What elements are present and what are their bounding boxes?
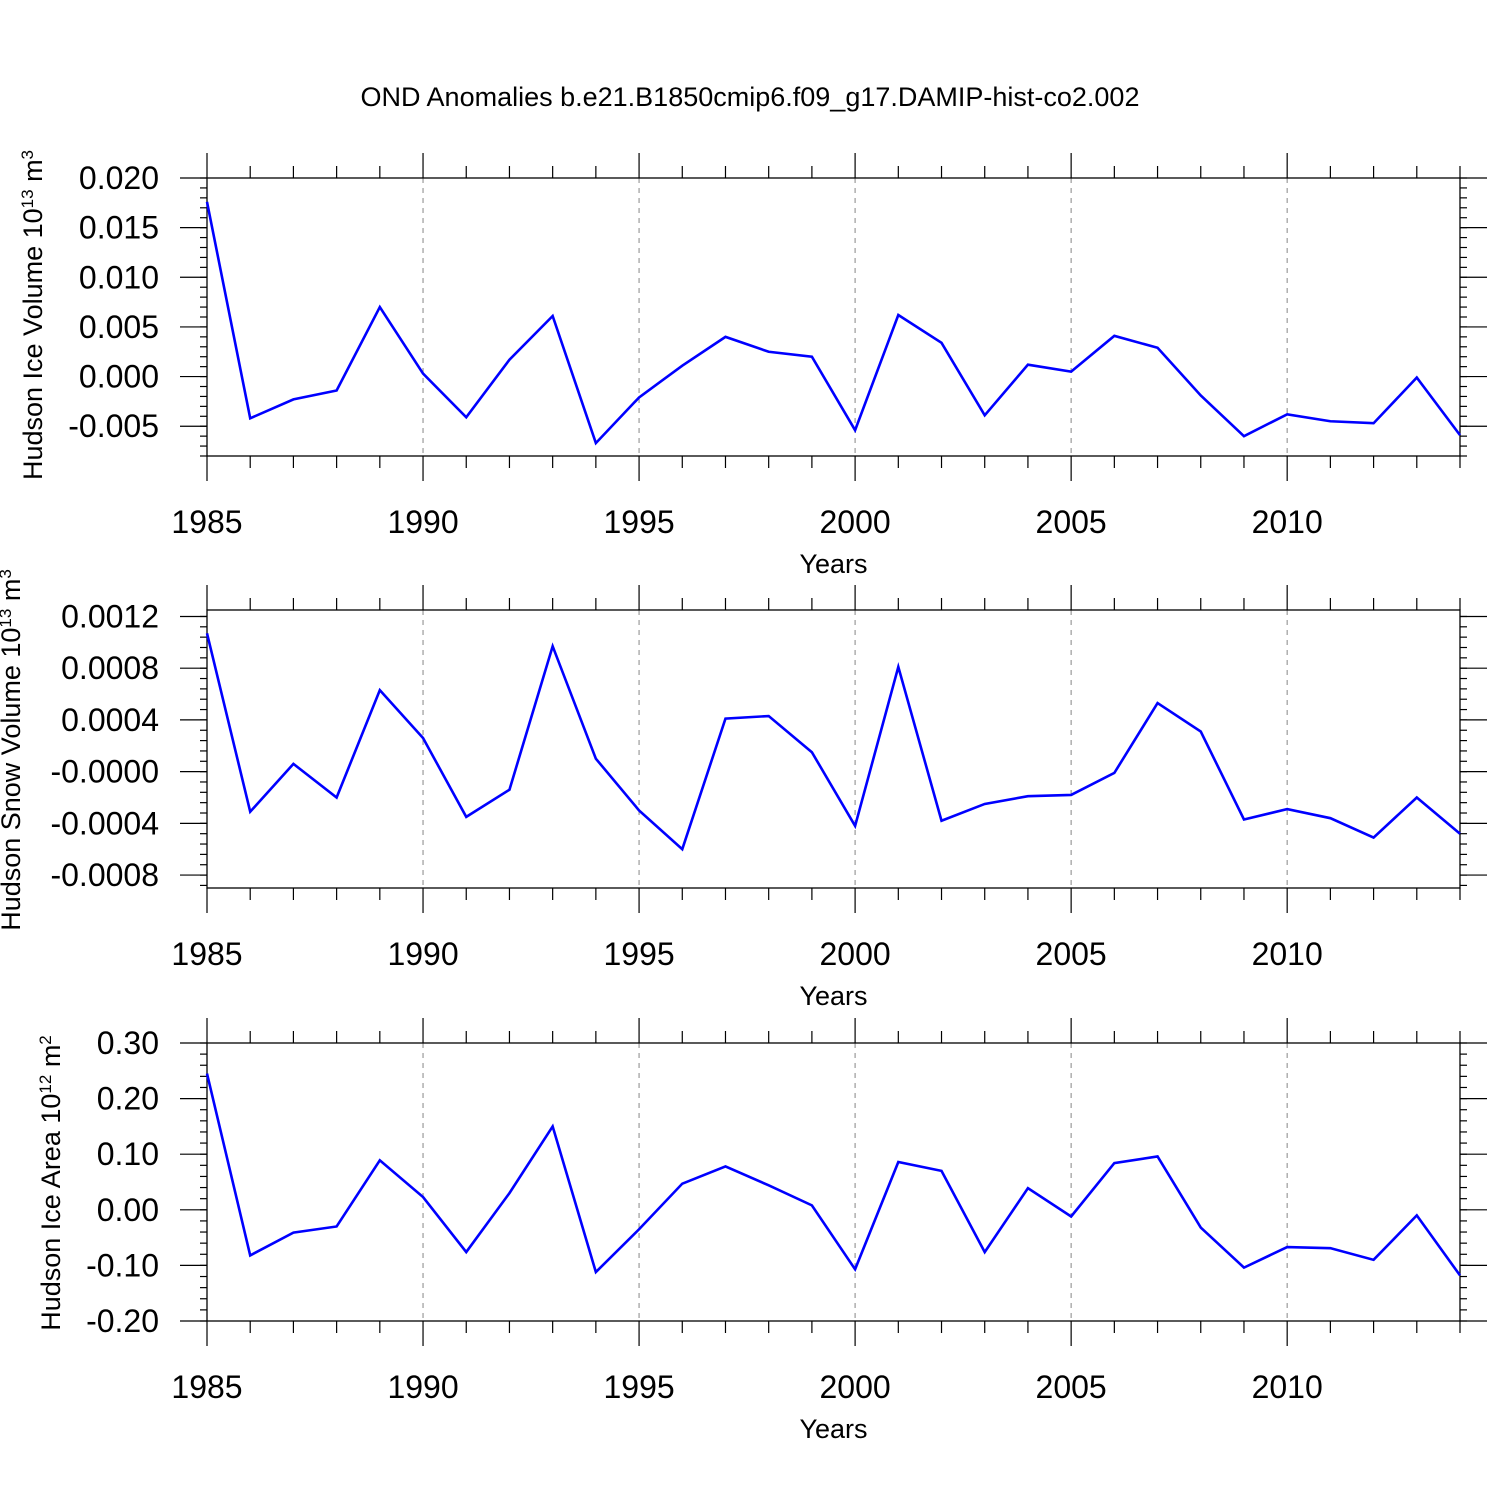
panel-1: 0.020 0.015 0.010 0.005 0.000 -0.005 1985 1990 1… [18, 150, 1487, 579]
x-axis-title: Years [799, 1414, 867, 1444]
y-axis-title: Hudson Snow Volume 1013 m3 [0, 569, 26, 931]
series-line-hudson-ice-area [205, 1073, 1462, 1277]
x-tick-label: 1990 [387, 504, 458, 540]
x-tick-label: 1995 [603, 936, 674, 972]
series-line-hudson-ice-volume [205, 201, 1462, 446]
x-axis-title: Years [799, 549, 867, 579]
y-tick-label: -0.20 [86, 1303, 159, 1339]
x-tick-label: 1995 [603, 504, 674, 540]
y-tick-label: -0.0004 [50, 805, 159, 841]
y-tick-label: 0.015 [79, 210, 159, 246]
x-tick-label: 2010 [1252, 504, 1323, 540]
x-tick-label: 2000 [820, 1369, 891, 1405]
y-tick-label: 0.0008 [61, 650, 159, 686]
y-tick-label: 0.010 [79, 259, 159, 295]
x-axis-title: Years [799, 981, 867, 1011]
x-tick-label: 1990 [387, 1369, 458, 1405]
y-axis-title: Hudson Ice Area 1012 m2 [36, 1035, 67, 1331]
y-tick-label: 0.0004 [61, 702, 159, 738]
x-tick-label: 2005 [1036, 504, 1107, 540]
y-tick-label: 0.020 [79, 160, 159, 196]
plot-frame [206, 1042, 1461, 1322]
plot-frame [206, 177, 1461, 457]
y-tick-label: 0.20 [97, 1081, 159, 1117]
y-tick-label: -0.0008 [50, 857, 159, 893]
x-tick-label: 1995 [603, 1369, 674, 1405]
x-tick-label: 2010 [1252, 1369, 1323, 1405]
x-tick-label: 2010 [1252, 936, 1323, 972]
x-tick-label: 1985 [171, 936, 242, 972]
x-tick-label: 2000 [820, 936, 891, 972]
panel-3: 0.30 0.20 0.10 0.00 -0.10 -0.20 1985 1990 1995 20… [36, 1018, 1487, 1444]
x-tick-label: 2000 [820, 504, 891, 540]
y-tick-label: 0.10 [97, 1136, 159, 1172]
y-axis-title: Hudson Ice Volume 1013 m3 [18, 150, 49, 480]
chart-title: OND Anomalies b.e21.B1850cmip6.f09_g17.D… [361, 82, 1140, 112]
x-tick-label: 1985 [171, 504, 242, 540]
y-tick-label: 0.30 [97, 1025, 159, 1061]
y-tick-label: -0.10 [86, 1247, 159, 1283]
y-tick-label: 0.000 [79, 359, 159, 395]
y-tick-label: 0.005 [79, 309, 159, 345]
y-tick-label: 0.0012 [61, 598, 159, 634]
series-line-hudson-snow-volume [205, 632, 1461, 852]
y-tick-label: 0.00 [97, 1192, 159, 1228]
y-tick-label: -0.0000 [50, 754, 159, 790]
y-tick-label: -0.005 [68, 408, 159, 444]
x-tick-label: 1985 [171, 1369, 242, 1405]
plot-frame [206, 609, 1461, 889]
x-tick-label: 1990 [387, 936, 458, 972]
x-tick-label: 2005 [1036, 936, 1107, 972]
panel-2: 0.0012 0.0008 0.0004 -0.0000 -0.0004 -0.0008 1… [0, 569, 1487, 1011]
x-tick-label: 2005 [1036, 1369, 1107, 1405]
